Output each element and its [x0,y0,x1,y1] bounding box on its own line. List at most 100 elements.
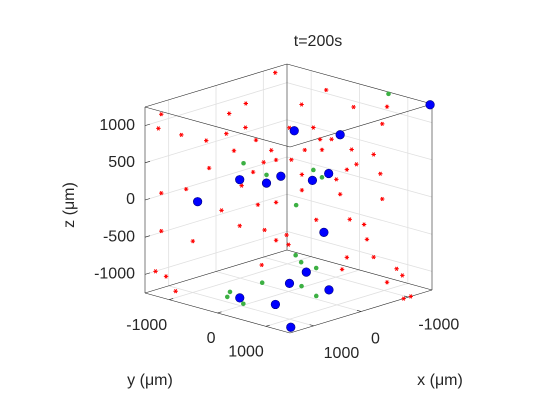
point [286,322,296,332]
point [299,102,304,107]
point [183,186,189,192]
point [380,121,385,127]
grid-line [286,231,433,272]
point [239,183,244,188]
point [163,274,169,279]
point [235,175,245,185]
point [313,293,319,299]
box-edge [144,63,288,108]
y-axis-label: y (μm) [127,372,173,389]
z-tick-label: -1000 [94,266,135,283]
z-tick [144,235,151,238]
point [384,104,390,109]
box-edge [289,103,433,148]
point [319,227,329,237]
grid-line [217,269,360,314]
point [264,172,269,178]
y-tick [169,298,174,300]
z-tick [144,123,151,126]
grid-line [169,256,312,301]
point [401,296,406,301]
point [335,130,345,140]
point [156,126,161,131]
point [204,138,209,143]
labels: -1000 -500 0 500 1000 -1000 0 1000 -1000 0 1000 [94,117,459,362]
point [319,175,325,180]
y-tick-label: 0 [207,330,216,347]
z-axis-label: z (μm) [61,182,78,228]
point [317,137,323,142]
data-marks [153,70,435,332]
point [344,167,350,172]
point [311,167,316,173]
point [259,280,265,286]
point [324,168,334,179]
point [241,160,246,166]
axes-box [144,63,433,334]
point [289,126,299,136]
point [273,70,278,75]
point [159,228,164,234]
point [241,301,246,307]
point [380,196,385,202]
z-tick-label: 500 [108,154,135,171]
point [386,91,391,97]
x-tick [404,295,409,298]
box-edge [144,106,291,148]
point [284,278,295,288]
point [159,112,164,117]
point [301,267,311,277]
z-tick [144,198,151,201]
point [400,273,405,278]
point [179,132,184,138]
point [351,104,356,110]
point [193,197,203,207]
point [270,299,281,310]
chart-title: t=200s [294,33,342,50]
point [334,177,339,182]
z-tick [144,161,151,164]
point [237,223,242,228]
point [231,148,237,153]
y-tick [217,311,222,314]
point [243,101,249,106]
point [227,289,233,295]
point [173,289,178,294]
point [354,162,359,167]
point [347,217,352,222]
point [299,283,304,289]
x-tick [309,324,314,327]
point [371,152,376,157]
y-tick [265,324,270,327]
point [259,262,264,268]
point [255,202,261,207]
grid-line [144,193,288,238]
grid-line [144,82,288,126]
point [253,137,259,143]
y-tick-label: -1000 [126,317,167,334]
grid-line [286,82,433,123]
point [293,202,299,208]
point [394,266,399,271]
x-tick [356,310,362,312]
point [311,125,316,130]
point [313,265,319,271]
point [190,239,196,244]
x-tick-label: 1000 [324,345,360,362]
point [273,200,279,205]
z-tick-label: 1000 [99,117,135,134]
x-axis-label: x (μm) [417,372,463,389]
point [261,178,272,188]
point [307,175,318,185]
point [293,252,298,258]
z-tick-label: -500 [103,228,135,245]
point [269,148,274,153]
point [224,131,229,136]
grid-line [144,231,288,275]
point [219,208,224,213]
point [314,217,319,222]
point [319,147,325,152]
grid-line [144,156,288,201]
point [289,157,294,162]
